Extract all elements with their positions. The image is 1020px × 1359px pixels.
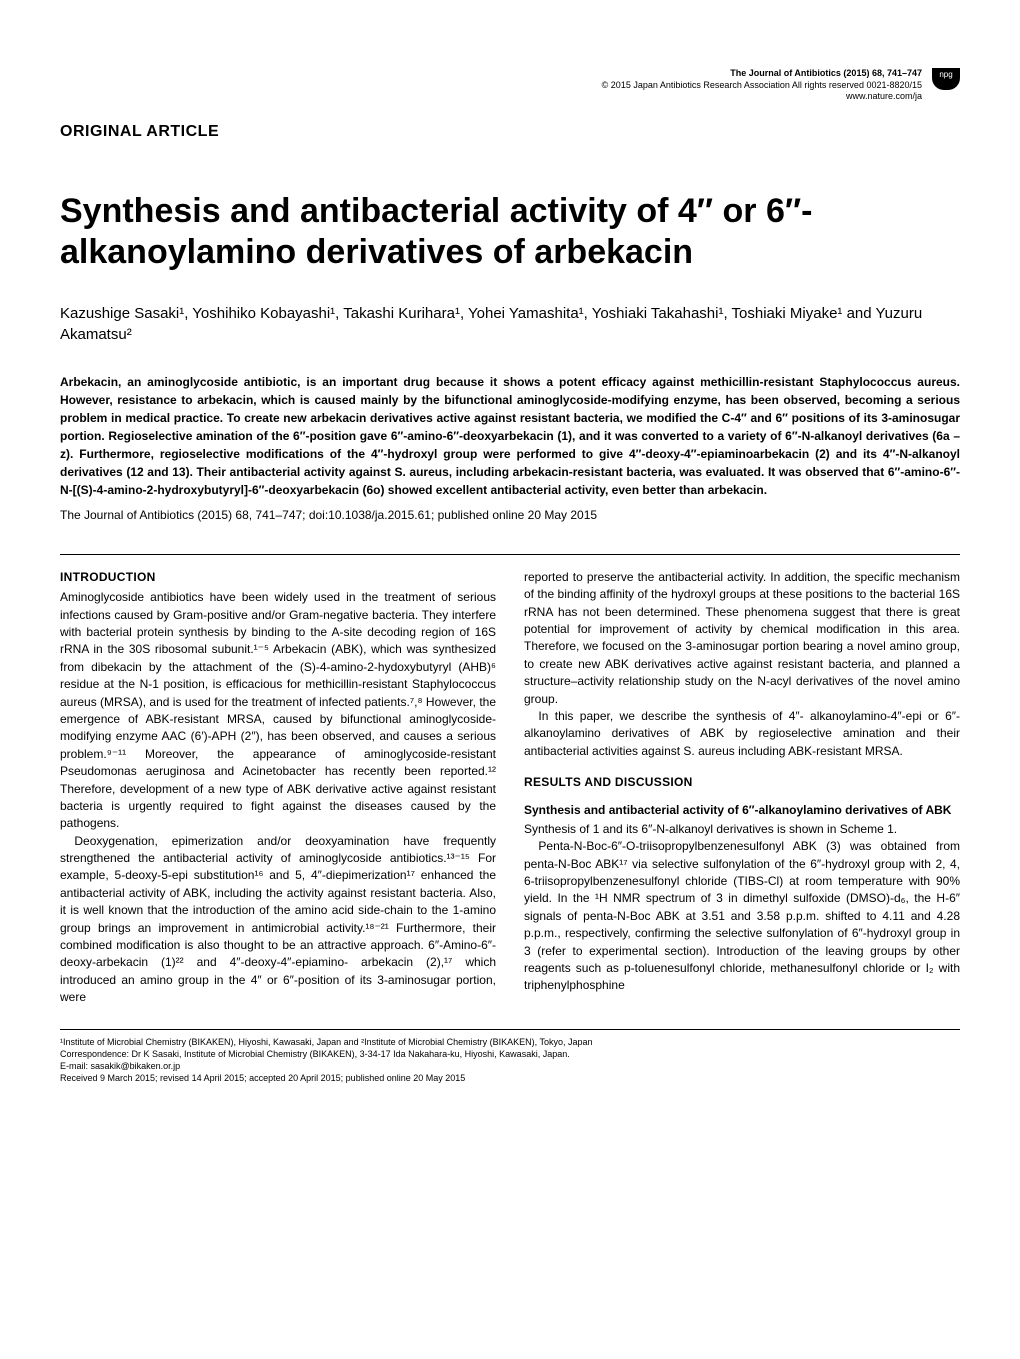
abstract-text: Arbekacin, an aminoglycoside antibiotic,… bbox=[60, 373, 960, 499]
intro-para-1: Aminoglycoside antibiotics have been wid… bbox=[60, 589, 496, 832]
article-type-label: ORIGINAL ARTICLE bbox=[60, 121, 960, 143]
body-columns: INTRODUCTION Aminoglycoside antibiotics … bbox=[60, 569, 960, 1007]
journal-info: The Journal of Antibiotics (2015) 68, 74… bbox=[602, 68, 922, 103]
intro-para-4: In this paper, we describe the synthesis… bbox=[524, 708, 960, 760]
email-line: E-mail: sasakik@bikaken.or.jp bbox=[60, 1060, 960, 1072]
footer-divider bbox=[60, 1029, 960, 1030]
divider-line bbox=[60, 554, 960, 555]
author-list: Kazushige Sasaki¹, Yoshihiko Kobayashi¹,… bbox=[60, 303, 960, 345]
results-para-2: Penta-N-Boc-6″-O-triisopropylbenzenesulf… bbox=[524, 838, 960, 995]
correspondence-line: Correspondence: Dr K Sasaki, Institute o… bbox=[60, 1048, 960, 1060]
journal-name: The Journal of Antibiotics (2015) 68, 74… bbox=[602, 68, 922, 80]
intro-para-2: Deoxygenation, epimerization and/or deox… bbox=[60, 833, 496, 1007]
citation-line: The Journal of Antibiotics (2015) 68, 74… bbox=[60, 507, 960, 524]
section-heading-intro: INTRODUCTION bbox=[60, 569, 496, 586]
section-heading-results: RESULTS AND DISCUSSION bbox=[524, 774, 960, 791]
dates-line: Received 9 March 2015; revised 14 April … bbox=[60, 1072, 960, 1084]
journal-header: The Journal of Antibiotics (2015) 68, 74… bbox=[60, 68, 960, 103]
intro-para-3: reported to preserve the antibacterial a… bbox=[524, 569, 960, 708]
affiliations-block: ¹Institute of Microbial Chemistry (BIKAK… bbox=[60, 1036, 960, 1085]
article-title: Synthesis and antibacterial activity of … bbox=[60, 191, 960, 273]
copyright-line: © 2015 Japan Antibiotics Research Associ… bbox=[602, 80, 922, 92]
results-para-1: Synthesis of 1 and its 6″-N-alkanoyl der… bbox=[524, 821, 960, 838]
subsection-heading: Synthesis and antibacterial activity of … bbox=[524, 802, 960, 819]
journal-url: www.nature.com/ja bbox=[602, 91, 922, 103]
affiliation-line-1: ¹Institute of Microbial Chemistry (BIKAK… bbox=[60, 1036, 960, 1048]
publisher-badge: npg bbox=[932, 68, 960, 90]
